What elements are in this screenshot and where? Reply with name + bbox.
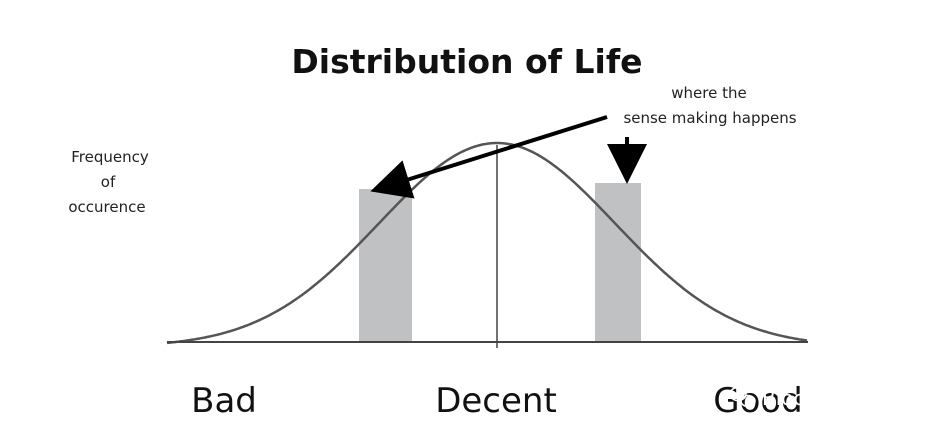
right-bar [595, 183, 641, 342]
y-axis-label-line-1: Frequency [71, 148, 149, 166]
y-axis-label-line-2: of [101, 173, 116, 191]
x-label-decent: Decent [435, 381, 557, 421]
watermark: Block unicorn [729, 386, 897, 410]
watermark-text: Block unicorn [762, 386, 897, 410]
annotation-line-2: sense making happens [623, 109, 796, 127]
bell-curve [166, 141, 808, 345]
watermark-logo-icon [729, 386, 756, 408]
x-label-good: Good [713, 381, 803, 421]
annotation-line-1: where the [671, 84, 746, 102]
y-axis-label-line-3: occurence [68, 198, 145, 216]
x-label-bad: Bad [191, 381, 257, 421]
long-arrow [370, 115, 608, 199]
diagram-title: Distribution of Life [291, 42, 642, 81]
left-bar [359, 189, 412, 342]
